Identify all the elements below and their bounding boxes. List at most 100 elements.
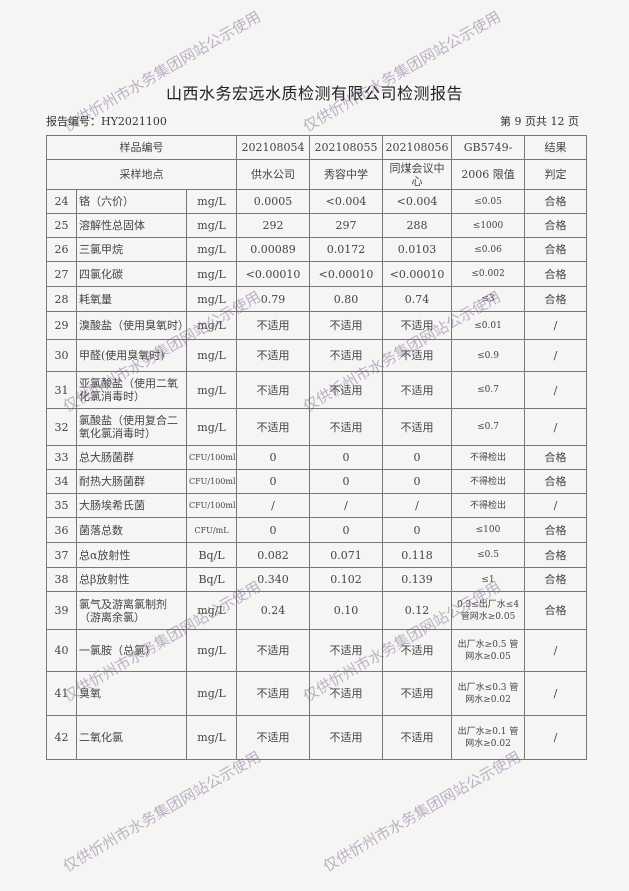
value: 不适用 [236,715,311,760]
item-number: 28 [46,286,77,312]
result: 合格 [524,591,588,630]
value: 292 [236,213,311,238]
location: 供水公司 [236,159,311,190]
limit: 不得检出 [451,493,526,518]
item-number: 38 [46,567,77,592]
result: / [524,311,588,340]
result: 合格 [524,213,588,238]
value: 0.139 [382,567,453,592]
value: 0 [236,469,311,494]
limit: 不得检出 [451,445,526,470]
value: 不适用 [382,671,453,716]
value: 不适用 [382,408,453,446]
value: / [382,493,453,518]
unit: Bq/L [185,567,238,592]
item-number: 24 [46,189,77,214]
value: 不适用 [309,715,384,760]
value: 不适用 [382,715,453,760]
item-number: 29 [46,311,77,340]
table-row: 25 溶解性总固体 mg/L 292 297 288 ≤1000 合格 [46,213,588,238]
item-name: 四氯化碳 [76,261,187,287]
table-row: 26 三氯甲烷 mg/L 0.00089 0.0172 0.0103 ≤0.06 合格 [46,237,588,262]
table-row: 35 大肠埃希氏菌 CFU/100ml / / / 不得检出 / [46,493,588,518]
result: / [524,629,588,672]
unit: mg/L [185,286,238,312]
value: 不适用 [236,629,311,672]
location: 同煤会议中心 [382,159,453,190]
limit: ≤100 [451,517,526,543]
unit: CFU/100ml [185,493,238,518]
table-row: 32 氯酸盐（使用复合二氧化氯消毒时） mg/L 不适用 不适用 不适用 ≤0.7/ [46,408,588,446]
limit: 不得检出 [451,469,526,494]
value: 不适用 [236,371,311,409]
sample-no: 202108056 [382,135,453,160]
item-name: 耐热大肠菌群 [76,469,187,494]
result: 合格 [524,542,588,568]
unit: mg/L [185,237,238,262]
item-name: 总β放射性 [76,567,187,592]
result: 合格 [524,237,588,262]
unit: mg/L [185,261,238,287]
item-name: 二氧化氯 [76,715,187,760]
item-name: 氯气及游离氯制剂（游离余氯） [76,591,187,630]
item-number: 40 [46,629,77,672]
result: 合格 [524,469,588,494]
limit: 出厂水≥0.1 管网水≥0.02 [451,715,526,760]
page-number: 第 9 页共 12 页 [500,115,579,128]
value: <0.004 [382,189,453,214]
value: 0 [382,445,453,470]
value: 0.0172 [309,237,384,262]
result: / [524,493,588,518]
unit: CFU/100ml [185,469,238,494]
table-row: 36 菌落总数 CFU/mL 0 0 0 ≤100 合格 [46,517,588,543]
value: 0.102 [309,567,384,592]
limit: ≤1 [451,567,526,592]
unit: mg/L [185,715,238,760]
item-number: 42 [46,715,77,760]
table-row: 38 总β放射性 Bq/L 0.340 0.102 0.139 ≤1 合格 [46,567,588,592]
value: 不适用 [309,408,384,446]
result: / [524,339,588,372]
item-name: 溶解性总固体 [76,213,187,238]
item-number: 31 [46,371,77,409]
result: / [524,371,588,409]
item-number: 33 [46,445,77,470]
value: 0.12 [382,591,453,630]
limit: ≤1000 [451,213,526,238]
item-name: 总大肠菌群 [76,445,187,470]
table-row: 29 溴酸盐（使用臭氧时） mg/L 不适用 不适用 不适用 ≤0.01/ [46,311,588,340]
page-title: 山西水务宏远水质检测有限公司检测报告 [165,84,463,103]
value: 288 [382,213,453,238]
limit: ≤0.05 [451,189,526,214]
watermark: 仅供忻州市水务集团网站公示使用 [300,7,504,136]
result: 合格 [524,286,588,312]
unit: CFU/mL [185,517,238,543]
limit: 出厂水≤0.3 管网水≥0.02 [451,671,526,716]
limit: ≤0.06 [451,237,526,262]
value: 0.80 [309,286,384,312]
item-number: 32 [46,408,77,446]
item-name: 亚氯酸盐（使用二氧化氯消毒时） [76,371,187,409]
value: 不适用 [382,629,453,672]
limit: ≤3 [451,286,526,312]
unit: mg/L [185,591,238,630]
table-row: 24 铬（六价） mg/L 0.0005 <0.004 <0.004 ≤0.05 合格 [46,189,588,214]
item-name: 氯酸盐（使用复合二氧化氯消毒时） [76,408,187,446]
limit: ≤0.5 [451,542,526,568]
value: 不适用 [236,339,311,372]
sample-no: 202108054 [236,135,311,160]
value: 0 [309,445,384,470]
table-row: 27 四氯化碳 mg/L <0.00010 <0.00010 <0.00010 ≤0.002… [46,261,588,287]
unit: mg/L [185,213,238,238]
table-row: 40 一氯胺（总氯） mg/L 不适用 不适用 不适用 出厂水≥0.5 管网水≥0.05/ [46,629,588,672]
value: 0.10 [309,591,384,630]
item-name: 耗氧量 [76,286,187,312]
unit: mg/L [185,311,238,340]
unit: mg/L [185,671,238,716]
value: 0.0005 [236,189,311,214]
value: / [309,493,384,518]
result: / [524,671,588,716]
result-label-2: 判定 [524,159,588,190]
item-number: 37 [46,542,77,568]
limit-label-2: 2006 限值 [451,159,526,190]
